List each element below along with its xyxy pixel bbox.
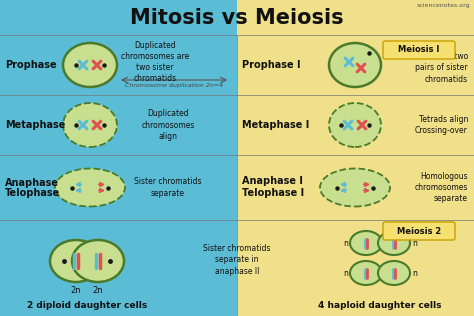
- Text: Mitosis vs Meiosis: Mitosis vs Meiosis: [130, 8, 344, 27]
- Text: n: n: [412, 269, 417, 277]
- Ellipse shape: [378, 261, 410, 285]
- Text: sciencenotes.org: sciencenotes.org: [416, 3, 470, 8]
- Text: Prophase: Prophase: [5, 60, 56, 70]
- Text: Anaphase: Anaphase: [5, 178, 59, 187]
- Text: Duplicated
chromosomes
align: Duplicated chromosomes align: [141, 109, 195, 141]
- Text: Chromosome duplication 2n=4: Chromosome duplication 2n=4: [125, 83, 223, 88]
- Ellipse shape: [50, 240, 102, 282]
- Text: Tetrads align
Crossing-over: Tetrads align Crossing-over: [415, 115, 468, 135]
- Ellipse shape: [72, 240, 124, 282]
- Text: Sister chromatids
separate: Sister chromatids separate: [134, 178, 202, 198]
- Text: Prophase I: Prophase I: [242, 60, 301, 70]
- Ellipse shape: [329, 103, 381, 147]
- Text: Meiosis 2: Meiosis 2: [397, 227, 441, 235]
- Text: 4 haploid daughter cells: 4 haploid daughter cells: [318, 301, 442, 310]
- Text: Telophase: Telophase: [5, 187, 60, 198]
- FancyBboxPatch shape: [383, 41, 455, 59]
- Text: Anaphase I: Anaphase I: [242, 177, 303, 186]
- Bar: [0, 0, 237, 316]
- Text: Homologous
chromosomes
separate: Homologous chromosomes separate: [415, 172, 468, 203]
- Text: Telophase I: Telophase I: [242, 189, 304, 198]
- Text: 2n: 2n: [93, 286, 103, 295]
- Text: Meiosis I: Meiosis I: [398, 46, 440, 54]
- Text: n: n: [412, 239, 417, 247]
- FancyBboxPatch shape: [383, 222, 455, 240]
- Ellipse shape: [320, 168, 390, 206]
- Text: Metaphase: Metaphase: [5, 120, 65, 130]
- Text: n: n: [343, 269, 348, 277]
- Ellipse shape: [55, 168, 125, 206]
- Text: n: n: [343, 239, 348, 247]
- Text: 2n: 2n: [71, 286, 82, 295]
- Text: Metaphase I: Metaphase I: [242, 120, 309, 130]
- Text: Tetrads are two
pairs of sister
chromatids: Tetrads are two pairs of sister chromati…: [409, 52, 468, 84]
- Ellipse shape: [63, 103, 117, 147]
- Ellipse shape: [350, 231, 382, 255]
- Text: Duplicated
chromosomes are
two sister
chromatids: Duplicated chromosomes are two sister ch…: [121, 41, 189, 83]
- Ellipse shape: [350, 261, 382, 285]
- Ellipse shape: [63, 43, 117, 87]
- Text: Sister chromatids
separate in
anaphase II: Sister chromatids separate in anaphase I…: [203, 244, 271, 276]
- Ellipse shape: [329, 43, 381, 87]
- Bar: [237, 0, 474, 316]
- Ellipse shape: [378, 231, 410, 255]
- Text: 2 diploid daughter cells: 2 diploid daughter cells: [27, 301, 147, 310]
